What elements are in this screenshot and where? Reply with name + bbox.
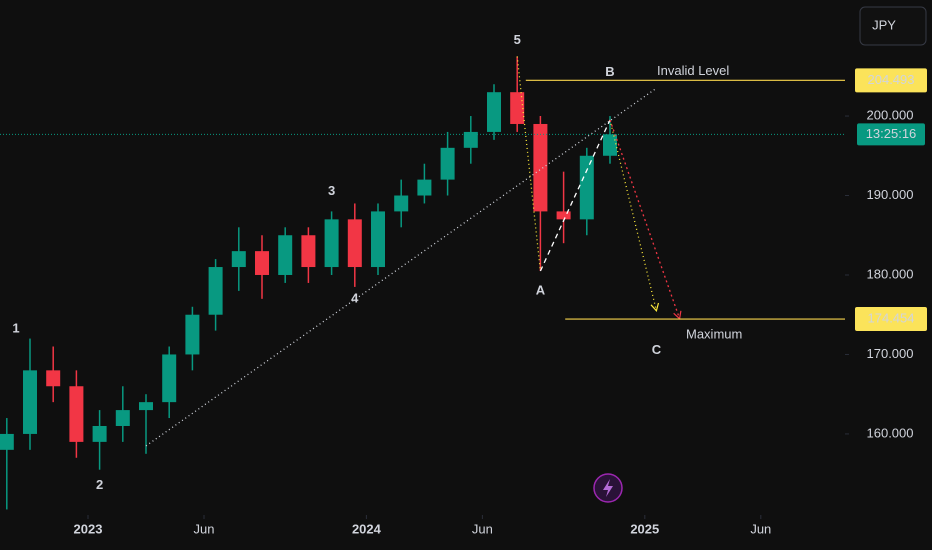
candle-body: [371, 211, 385, 268]
candle-body: [46, 370, 61, 387]
wave-label: A: [536, 282, 546, 297]
countdown-box: [857, 123, 925, 146]
y-tick-label: 170.000: [867, 346, 914, 361]
x-tick-label: 2025: [630, 521, 659, 536]
candle-body: [162, 354, 177, 403]
candle-body: [510, 92, 525, 124]
wave-label: 5: [514, 32, 521, 47]
countdown-label: 13:25:16: [866, 126, 917, 141]
candle-body: [603, 134, 617, 156]
wave-label: 1: [12, 320, 19, 335]
candle-body: [23, 370, 37, 434]
currency-label: JPY: [872, 17, 896, 32]
candle-body: [231, 251, 246, 268]
candle-body: [463, 131, 478, 148]
x-tick-label: Jun: [472, 521, 493, 536]
lightning-glyph: [603, 479, 613, 497]
candle-body: [92, 425, 107, 442]
y-tick-label: 160.000: [867, 425, 914, 440]
wave-label: 2: [96, 477, 103, 492]
candle-body: [394, 195, 409, 212]
x-tick-label: 2024: [352, 521, 382, 536]
candle-body: [324, 219, 339, 268]
plot-area: [0, 56, 845, 510]
drawing-line: [609, 119, 681, 319]
x-tick-label: 2023: [74, 521, 103, 536]
y-tick-label: 190.000: [867, 187, 914, 202]
level-note: Maximum: [686, 326, 742, 341]
y-tick-label: 200.000: [867, 107, 914, 122]
arrow-head: [650, 302, 660, 312]
candle-body: [556, 211, 571, 220]
level-note: Invalid Level: [657, 63, 729, 78]
candle-body: [185, 314, 200, 355]
level-price-box: [855, 68, 927, 93]
wave-label: B: [605, 64, 614, 79]
candle-body: [440, 147, 455, 180]
candle-body: [115, 410, 130, 426]
drawing-line: [539, 119, 611, 272]
wave-label: 4: [351, 290, 359, 305]
drawing-line: [609, 119, 658, 311]
candle-body: [301, 235, 316, 268]
candle-body: [487, 92, 501, 132]
candle-body: [139, 402, 153, 411]
level-price-label: 174.454: [868, 310, 915, 325]
candle-body: [0, 433, 14, 450]
x-tick-label: Jun: [750, 521, 771, 536]
candle-body: [417, 179, 432, 196]
candle-body: [208, 267, 223, 315]
candle-body: [69, 386, 84, 442]
candle-body: [533, 123, 548, 212]
wave-label: C: [652, 342, 662, 357]
wave-label: 3: [328, 183, 335, 198]
y-tick-label: 180.000: [867, 266, 914, 281]
x-tick-label: Jun: [194, 521, 215, 536]
currency-button[interactable]: [859, 6, 927, 46]
level-price-label: 204.493: [868, 72, 915, 87]
level-price-box: [855, 307, 927, 332]
candle-body: [579, 155, 594, 220]
candle-body: [278, 235, 293, 275]
candle-body: [255, 251, 269, 275]
candle-body: [347, 219, 362, 268]
